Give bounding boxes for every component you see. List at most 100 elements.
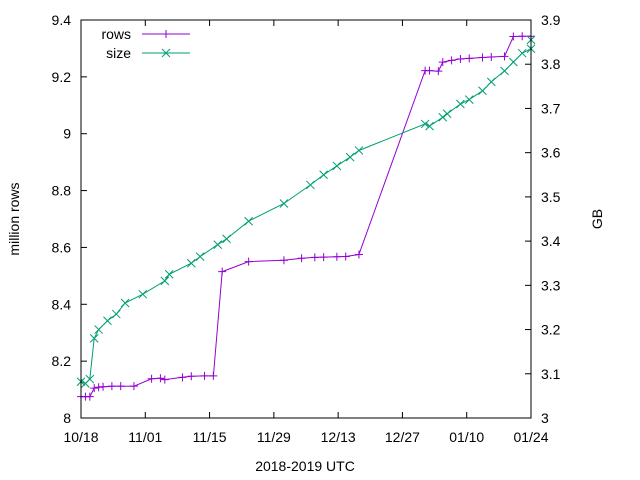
y-tick-label: 9.4 (52, 12, 72, 28)
data-point-rows (354, 250, 363, 259)
data-point-rows (434, 67, 443, 76)
data-point-rows (178, 373, 187, 382)
data-point-rows (156, 374, 165, 383)
legend-marker-glyph-rows (162, 30, 170, 38)
data-point-rows (509, 32, 518, 41)
data-point-size (138, 289, 148, 299)
legend-label-rows: rows (101, 26, 131, 42)
data-point-rows (116, 382, 125, 391)
data-point-size (438, 112, 448, 122)
y2-tick-label: 3.6 (541, 145, 561, 161)
plot-frame (80, 19, 532, 419)
y2-tick-label: 3.4 (541, 233, 561, 249)
series-line-size (80, 39, 532, 385)
data-point-rows (129, 382, 138, 391)
y-axis-left-ticks: 8 8.2 8.4 8.6 8.8 9 9.2 9.4 (52, 12, 87, 426)
data-point-rows (332, 252, 341, 261)
data-point-size (160, 276, 170, 286)
y-tick-label: 8.6 (52, 239, 72, 255)
data-point-size (345, 152, 355, 162)
data-point-size (279, 199, 289, 208)
series-size (76, 35, 536, 388)
data-point-size (517, 48, 527, 58)
data-point-rows (99, 382, 108, 391)
data-point-rows (500, 52, 509, 61)
y-axis-right-label: GB (589, 209, 605, 229)
x-tick-label: 10/18 (63, 429, 98, 445)
legend-label-size: size (106, 45, 131, 61)
data-point-size (120, 298, 130, 308)
y2-tick-label: 3.8 (541, 56, 561, 72)
y2-tick-label: 3.2 (541, 322, 561, 338)
y2-tick-label: 3.3 (541, 277, 561, 293)
data-point-rows (279, 256, 288, 265)
y2-tick-label: 3.5 (541, 189, 561, 205)
y-tick-label: 8.2 (52, 353, 72, 369)
y2-tick-label: 3.7 (541, 100, 561, 116)
legend-marker-rows (162, 30, 170, 38)
y-tick-label: 8.8 (52, 183, 72, 199)
data-point-size (94, 325, 104, 334)
data-point-size (486, 77, 496, 87)
y-tick-label: 8.4 (52, 296, 72, 312)
data-point-rows (187, 372, 196, 381)
data-point-rows (218, 267, 227, 276)
data-point-rows (478, 53, 487, 62)
data-point-size (332, 161, 342, 171)
x-axis-label: 2018-2019 UTC (255, 458, 355, 474)
data-point-size (354, 146, 364, 155)
data-point-rows (518, 32, 527, 41)
data-point-size (85, 374, 95, 384)
legend-marker-glyph-size (161, 48, 171, 58)
data-point-rows (341, 252, 350, 261)
y-tick-label: 9.2 (52, 69, 72, 85)
data-point-rows (456, 54, 465, 63)
data-point-rows (297, 254, 306, 263)
data-point-rows (487, 52, 496, 61)
y-tick-label: 9 (63, 126, 71, 142)
x-tick-label: 11/15 (193, 429, 227, 445)
legend-marker-size (161, 48, 171, 58)
data-point-rows (209, 371, 218, 380)
data-point-size (306, 180, 315, 190)
data-point-rows (244, 257, 253, 266)
x-tick-label: 12/27 (385, 429, 420, 445)
data-point-rows (147, 374, 156, 383)
data-point-rows (160, 375, 169, 384)
data-point-rows (310, 253, 319, 262)
data-point-size (164, 269, 174, 279)
x-tick-label: 11/29 (257, 429, 291, 445)
data-point-size (244, 216, 254, 226)
data-point-rows (200, 371, 209, 380)
x-axis-ticks: 10/18 11/01 11/15 11/29 12/13 12/27 01/10 01/24 (63, 20, 549, 445)
data-point-size (89, 334, 99, 343)
data-point-rows (85, 392, 94, 401)
y-tick-label: 8 (63, 410, 71, 426)
data-point-size (478, 86, 487, 96)
series-rows (77, 32, 535, 401)
data-point-size (442, 109, 452, 119)
legend: rows size (101, 26, 190, 61)
x-tick-label: 11/01 (128, 429, 162, 445)
y2-tick-label: 3 (541, 410, 549, 426)
data-point-rows (94, 383, 103, 392)
data-point-size (425, 121, 434, 131)
data-point-rows (447, 56, 456, 65)
data-point-size (500, 66, 509, 76)
y2-tick-label: 3.1 (541, 366, 561, 382)
y2-tick-label: 3.9 (541, 12, 561, 28)
data-point-size (111, 309, 121, 319)
x-tick-label: 01/24 (513, 429, 548, 445)
data-point-size (464, 95, 474, 104)
data-point-size (508, 57, 518, 67)
data-point-size (456, 99, 465, 109)
y-axis-left-label: million rows (6, 182, 22, 255)
x-tick-label: 01/10 (449, 429, 484, 445)
data-point-rows (438, 58, 447, 67)
data-point-size (319, 170, 329, 180)
data-point-rows (425, 66, 434, 75)
data-point-size (186, 258, 196, 268)
data-point-rows (319, 253, 328, 262)
data-point-rows (107, 382, 116, 391)
